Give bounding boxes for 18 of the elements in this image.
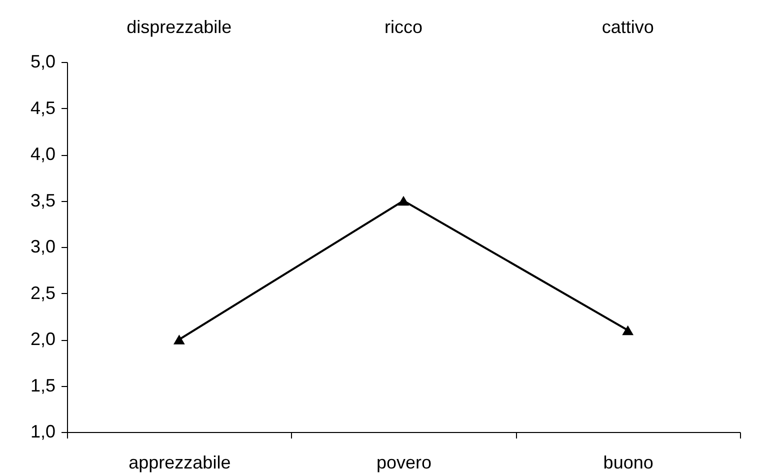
point	[173, 334, 185, 344]
y-tick-label: 3,0	[30, 236, 56, 256]
text: cattivo	[602, 17, 654, 37]
y-tick-label: 1,0	[30, 422, 56, 442]
x-tick-label: apprezzabile	[128, 452, 231, 472]
x-tick-label: povero	[376, 452, 432, 472]
y-tick-label: 4,5	[30, 98, 56, 118]
y-tick-label: 1,5	[30, 375, 56, 396]
text: ricco	[384, 17, 423, 37]
point	[398, 196, 410, 206]
x-tick-label: buono	[603, 452, 654, 472]
y-tick-label: 5,0	[30, 52, 56, 72]
y-tick-label: 2,5	[30, 282, 56, 303]
text: disprezzabile	[126, 17, 232, 37]
y-tick-label: 2,0	[30, 329, 56, 349]
y-tick-label: 4,0	[30, 144, 56, 164]
y-tick-label: 3,5	[30, 190, 56, 210]
point	[622, 325, 634, 336]
